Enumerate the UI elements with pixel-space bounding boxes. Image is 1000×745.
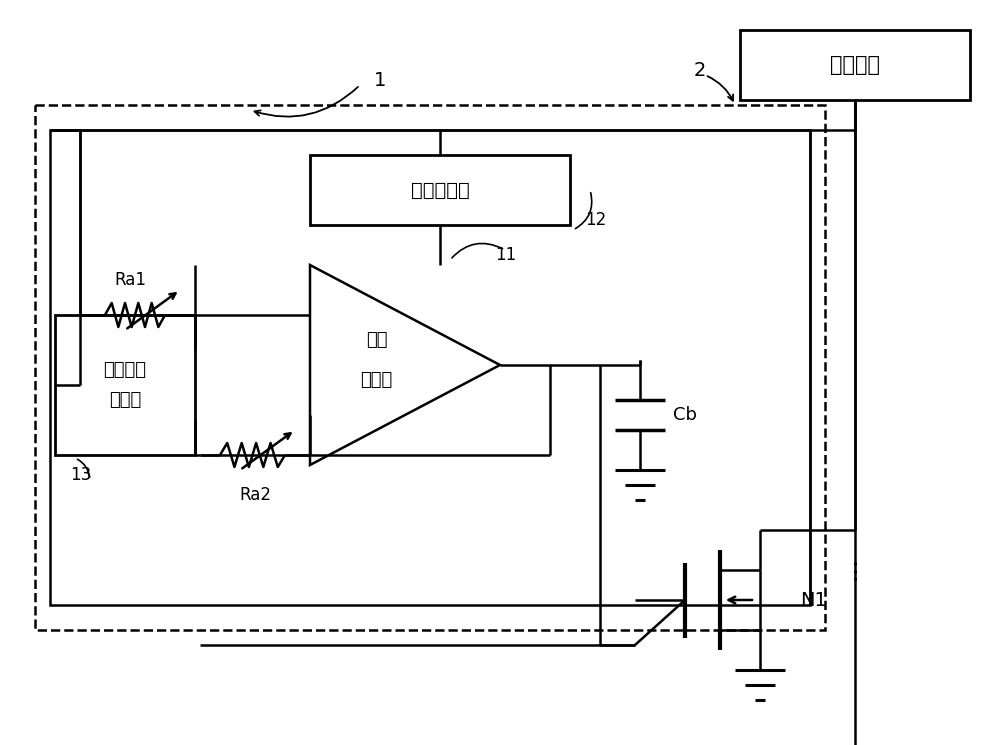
Bar	[310, 155, 570, 225]
Bar	[35, 105, 825, 630]
Bar	[50, 130, 810, 605]
Text: 运算: 运算	[366, 331, 387, 349]
Text: 2: 2	[694, 60, 706, 80]
Bar	[740, 30, 970, 100]
Text: Cb: Cb	[673, 406, 697, 424]
Polygon shape	[310, 265, 500, 465]
Text: 放大器: 放大器	[360, 371, 393, 389]
Text: 发生器: 发生器	[109, 391, 141, 409]
Text: Ra2: Ra2	[239, 486, 271, 504]
Text: 11: 11	[495, 246, 516, 264]
Text: 基准电压: 基准电压	[104, 361, 146, 379]
Text: Ra1: Ra1	[114, 271, 146, 289]
Text: 12: 12	[585, 211, 606, 229]
Text: 负压发生器: 负压发生器	[411, 180, 469, 200]
Text: ···: ···	[843, 556, 867, 580]
Text: 13: 13	[70, 466, 91, 484]
Text: 供电模块: 供电模块	[830, 55, 880, 75]
Text: 1: 1	[374, 71, 386, 89]
Bar	[55, 315, 195, 455]
Text: N1: N1	[800, 591, 827, 609]
